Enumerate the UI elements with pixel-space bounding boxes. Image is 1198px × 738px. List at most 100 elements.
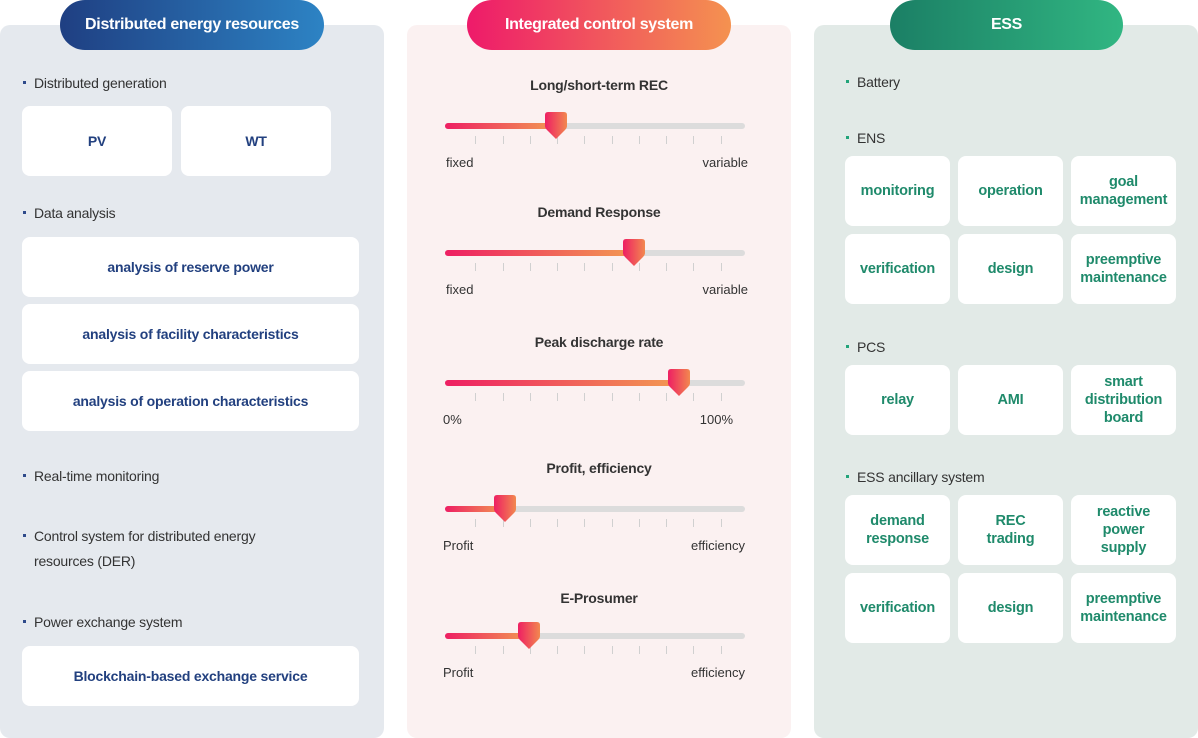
pcs-card: relay: [845, 365, 950, 435]
slider-tick: [720, 263, 722, 271]
slider-title: Profit, efficiency: [546, 460, 652, 476]
slider-track[interactable]: [445, 250, 745, 256]
ens-card-label: operation: [978, 183, 1043, 199]
slider-tick: [502, 136, 504, 144]
pcs-card-label: AMI: [997, 392, 1024, 408]
slider-tick: [502, 646, 504, 654]
slider-fill: [445, 250, 634, 256]
ens-card-label: maintenance: [1080, 270, 1167, 286]
ancillary-card-label: reactive: [1096, 504, 1151, 520]
slider-handle[interactable]: [663, 368, 695, 400]
ens-card-label: goal: [1108, 174, 1138, 190]
slider-title: Peak discharge rate: [534, 334, 664, 350]
pcs-card-label: distribution: [1084, 392, 1163, 408]
ancillary-heading: ESS ancillary system: [846, 469, 985, 485]
slider-tick: [693, 136, 695, 144]
ens-card-label: preemptive: [1085, 252, 1162, 268]
slider-track[interactable]: [445, 506, 745, 512]
slider-tick: [475, 263, 477, 271]
ens-card-label: management: [1079, 192, 1168, 208]
ancillary-card-label: design: [987, 600, 1034, 616]
slider-handle[interactable]: [540, 111, 572, 143]
slider-tick: [584, 519, 586, 527]
ens-card: operation: [958, 156, 1063, 226]
slider-tick: [529, 393, 531, 401]
slider-tick: [666, 646, 668, 654]
slider-fill: [445, 380, 679, 386]
slider-tick: [638, 136, 640, 144]
ancillary-card-label: demand: [870, 513, 925, 529]
slider-title: E-Prosumer: [560, 590, 638, 606]
slider-tick: [611, 136, 613, 144]
pcs-card: AMI: [958, 365, 1063, 435]
slider-min-label: 0%: [443, 412, 462, 427]
slider-ticks: [445, 393, 745, 401]
ancillary-card-label: verification: [860, 600, 935, 616]
slider-ticks: [445, 519, 745, 527]
slider-tick: [584, 136, 586, 144]
slider-tick: [611, 393, 613, 401]
ens-card-label: verification: [860, 261, 935, 277]
wt-card: WT: [181, 106, 331, 176]
der-title-pill: Distributed energy resources: [60, 0, 324, 50]
pcs-heading: PCS: [846, 339, 885, 355]
slider-min-label: Profit: [443, 538, 474, 553]
slider-tick: [666, 263, 668, 271]
slider-tick: [475, 519, 477, 527]
slider-tick: [638, 263, 640, 271]
pcs-card-label: relay: [881, 392, 914, 408]
ancillary-card-label: response: [866, 531, 929, 547]
slider-tick: [666, 519, 668, 527]
slider-tick: [475, 136, 477, 144]
slider-track[interactable]: [445, 380, 745, 386]
slider-tick: [502, 263, 504, 271]
slider-track[interactable]: [445, 123, 745, 129]
battery-heading: Battery: [846, 74, 900, 90]
ancillary-card-label: trading: [986, 531, 1035, 547]
slider-tick: [693, 646, 695, 654]
data-analysis-heading: Data analysis: [23, 205, 116, 221]
slider-fill: [445, 123, 556, 129]
slider-title: Long/short-term REC: [530, 77, 668, 93]
slider-tick: [720, 136, 722, 144]
ancillary-card-label: supply: [1100, 540, 1147, 556]
slider-tick: [611, 263, 613, 271]
ens-card-label: design: [987, 261, 1034, 277]
slider-handle[interactable]: [618, 238, 650, 270]
slider-min-label: Profit: [443, 665, 474, 680]
slider-tick: [693, 519, 695, 527]
pcs-card-label: board: [1103, 410, 1144, 426]
ens-card: verification: [845, 234, 950, 304]
slider-tick: [529, 519, 531, 527]
ens-card: goal management: [1071, 156, 1176, 226]
pcs-card: smart distribution board: [1071, 365, 1176, 435]
slider-tick: [611, 519, 613, 527]
slider-tick: [720, 393, 722, 401]
ens-card: design: [958, 234, 1063, 304]
slider-tick: [638, 646, 640, 654]
ancillary-card: REC trading: [958, 495, 1063, 565]
ancillary-card: verification: [845, 573, 950, 643]
slider-handle[interactable]: [489, 494, 521, 526]
slider-ticks: [445, 263, 745, 271]
slider-tick: [475, 393, 477, 401]
slider-tick: [584, 393, 586, 401]
slider-max-label: efficiency: [691, 665, 745, 680]
slider-tick: [557, 136, 559, 144]
slider-tick: [557, 263, 559, 271]
slider-tick: [693, 393, 695, 401]
slider-tick: [666, 136, 668, 144]
slider-tick: [475, 646, 477, 654]
slider-max-label: 100%: [699, 412, 733, 427]
pcs-card-label: smart: [1104, 374, 1143, 390]
control-system-der-heading: Control system for distributed energy res…: [23, 524, 256, 574]
ancillary-card-label: maintenance: [1080, 609, 1167, 625]
slider-track[interactable]: [445, 633, 745, 639]
ancillary-card: design: [958, 573, 1063, 643]
pv-card: PV: [22, 106, 172, 176]
slider-tick: [529, 136, 531, 144]
ens-heading: ENS: [846, 130, 885, 146]
slider-tick: [638, 519, 640, 527]
slider-handle[interactable]: [513, 621, 545, 653]
ens-card: preemptive maintenance: [1071, 234, 1176, 304]
